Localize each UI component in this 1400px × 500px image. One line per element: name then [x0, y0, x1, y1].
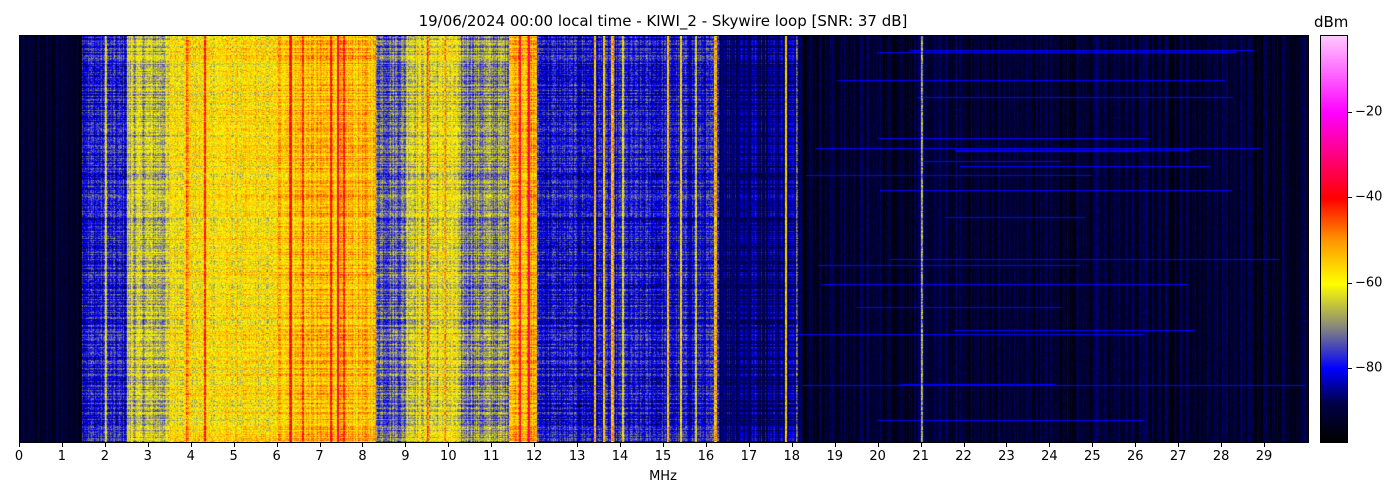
x-tick-label: 22 — [955, 449, 972, 464]
x-tick-label: 17 — [740, 449, 758, 464]
colorbar-tick — [1347, 282, 1352, 284]
x-tick-label: 10 — [440, 449, 457, 464]
x-tick-label: 1 — [57, 449, 67, 464]
x-tick — [1264, 442, 1266, 447]
colorbar-tick — [1347, 111, 1352, 113]
x-tick — [1006, 442, 1008, 447]
x-axis-label: MHz — [649, 469, 677, 484]
spectrogram-plot-area — [19, 35, 1309, 443]
x-tick — [491, 442, 493, 447]
x-tick-label: 27 — [1169, 449, 1187, 464]
x-tick-label: 21 — [912, 449, 929, 464]
colorbar-label: dBm — [1314, 13, 1349, 31]
x-tick — [233, 442, 235, 447]
x-tick-label: 8 — [358, 449, 367, 464]
x-tick — [620, 442, 622, 447]
x-tick — [663, 442, 664, 447]
x-tick — [1092, 442, 1094, 447]
x-tick — [276, 442, 278, 447]
colorbar-tick-label: −20 — [1355, 104, 1383, 120]
x-tick-label: 19 — [826, 449, 843, 464]
x-tick — [1178, 442, 1180, 447]
x-tick — [1135, 442, 1137, 447]
x-tick-label: 15 — [654, 449, 672, 464]
x-tick-label: 0 — [14, 449, 24, 464]
x-tick-label: 12 — [525, 449, 543, 464]
x-tick — [534, 442, 536, 447]
x-tick — [448, 442, 450, 447]
colorbar-tick — [1347, 197, 1352, 199]
x-tick — [963, 442, 965, 447]
x-tick — [61, 442, 63, 447]
x-tick-label: 14 — [611, 449, 629, 464]
x-tick-label: 2 — [100, 449, 109, 464]
spectrogram-heatmap — [20, 36, 1308, 442]
colorbar-gradient — [1321, 36, 1347, 442]
x-axis: 0 1 2 3 4 5 6 7 8 9 10 11 12 13 14 15 16 17 18 19 20 21 22 23 24… — [15, 442, 1307, 472]
colorbar — [1320, 35, 1348, 443]
x-tick — [405, 442, 407, 447]
x-tick-label: 13 — [568, 449, 586, 464]
x-tick — [19, 442, 20, 447]
x-tick — [147, 442, 149, 447]
x-tick-label: 18 — [783, 449, 801, 464]
x-tick-label: 20 — [869, 449, 886, 464]
x-tick-label: 5 — [229, 449, 238, 464]
x-tick — [190, 442, 192, 447]
x-tick-label: 28 — [1212, 449, 1230, 464]
x-tick — [104, 442, 106, 447]
x-tick-label: 29 — [1255, 449, 1273, 464]
x-tick-label: 6 — [272, 449, 281, 464]
chart-title: 19/06/2024 00:00 local time - KIWI_2 - S… — [418, 12, 908, 30]
colorbar-tick-label: −80 — [1355, 360, 1383, 376]
x-tick-label: 7 — [315, 449, 324, 464]
x-tick — [1049, 442, 1051, 447]
colorbar-tick — [1347, 368, 1352, 370]
colorbar-tick-label: −40 — [1355, 189, 1383, 205]
x-tick — [791, 442, 793, 447]
x-tick-label: 4 — [186, 449, 195, 464]
x-tick — [920, 442, 922, 447]
x-tick — [705, 442, 707, 447]
x-tick — [1221, 442, 1223, 447]
x-tick-label: 3 — [143, 449, 152, 464]
x-tick-label: 26 — [1126, 449, 1144, 464]
x-tick-label: 9 — [401, 449, 410, 464]
x-tick — [577, 442, 579, 447]
x-tick-label: 24 — [1041, 449, 1058, 464]
x-tick-label: 11 — [482, 449, 500, 464]
x-tick-label: 25 — [1084, 449, 1101, 464]
x-tick — [362, 442, 364, 447]
x-tick — [748, 442, 750, 447]
x-tick — [319, 442, 321, 447]
x-tick-label: 23 — [998, 449, 1015, 464]
colorbar-tick-label: −60 — [1355, 275, 1383, 291]
x-tick — [834, 442, 836, 447]
x-tick-label: 16 — [697, 449, 715, 464]
x-tick — [877, 442, 879, 447]
